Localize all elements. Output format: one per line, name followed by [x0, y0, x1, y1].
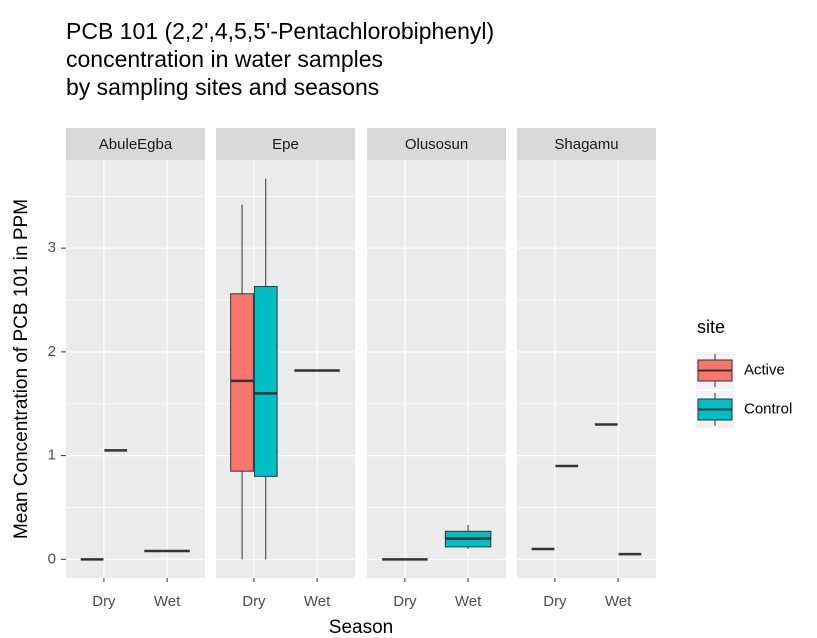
x-tick-label: Wet [605, 593, 632, 610]
strip-label: AbuleEgba [99, 136, 173, 153]
strip-label: Olusosun [405, 136, 468, 153]
legend-label: Control [744, 400, 792, 417]
x-tick-label: Dry [92, 593, 116, 610]
y-tick-label: 2 [48, 343, 56, 360]
y-axis-label: Mean Concentration of PCB 101 in PPM [11, 199, 32, 539]
strip-label: Shagamu [554, 136, 618, 153]
chart-title: concentration in water samples [66, 46, 383, 72]
strip [517, 128, 656, 160]
x-tick-label: Wet [455, 593, 482, 610]
x-tick-label: Wet [154, 593, 181, 610]
strip [66, 128, 205, 160]
chart-title: by sampling sites and seasons [66, 74, 379, 100]
panel [367, 160, 506, 578]
y-tick-label: 0 [48, 550, 56, 567]
x-axis-label: Season [329, 617, 393, 638]
y-tick-label: 1 [48, 447, 56, 464]
panel [517, 160, 656, 578]
x-tick-label: Dry [393, 593, 417, 610]
legend-title: site [697, 317, 725, 337]
x-tick-label: Dry [242, 593, 266, 610]
legend-label: Active [744, 361, 785, 378]
chart-title: PCB 101 (2,2',4,5,5'-Pentachlorobiphenyl… [66, 18, 494, 44]
strip [367, 128, 506, 160]
panel [66, 160, 205, 578]
box [253, 286, 278, 477]
x-tick-label: Dry [543, 593, 567, 610]
strip [216, 128, 355, 160]
x-tick-label: Wet [304, 593, 331, 610]
strip-label: Epe [272, 136, 299, 153]
box [230, 293, 254, 472]
y-tick-label: 3 [48, 239, 56, 256]
